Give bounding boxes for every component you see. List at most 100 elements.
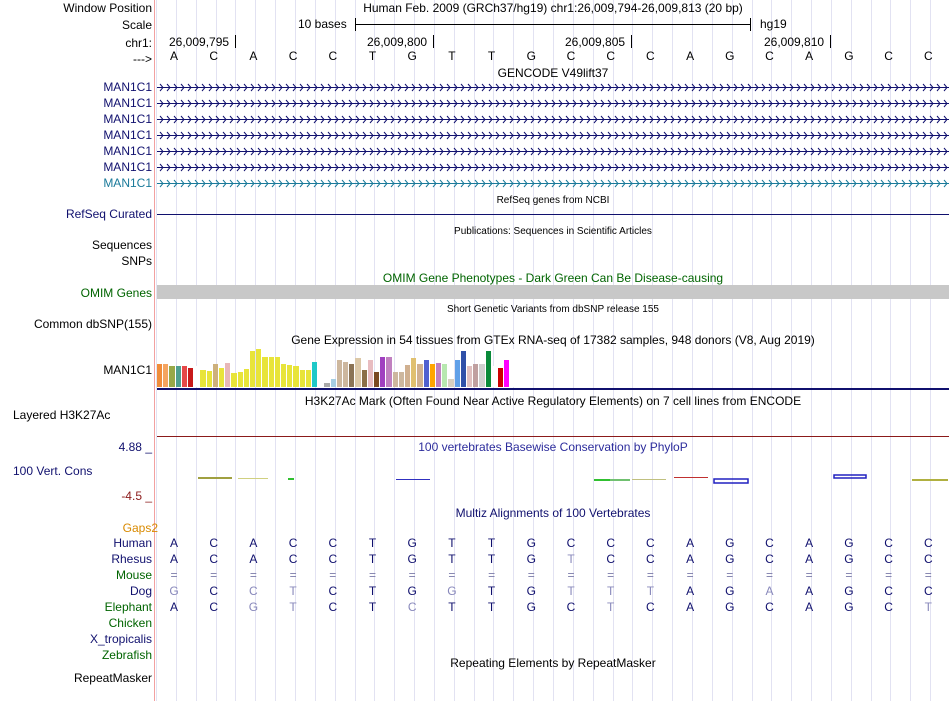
- gtex-tissue-bar[interactable]: [349, 364, 355, 387]
- gtex-tissue-bar[interactable]: [157, 364, 163, 387]
- gtex-tissue-bar[interactable]: [398, 372, 404, 387]
- repeatmasker-label[interactable]: RepeatMasker: [73, 671, 152, 685]
- gtex-tissue-bar[interactable]: [467, 366, 473, 387]
- gtex-tissue-bar[interactable]: [386, 357, 392, 387]
- h3k27ac-signal-line[interactable]: [157, 436, 949, 437]
- gtex-tissue-bar[interactable]: [188, 368, 194, 387]
- gtex-tissue-bar[interactable]: [504, 360, 510, 387]
- gtex-tissue-bar[interactable]: [460, 351, 466, 387]
- chrom-label[interactable]: chr1:: [125, 36, 152, 50]
- gencode-transcript[interactable]: [157, 147, 949, 156]
- h3k27ac-label[interactable]: Layered H3K27Ac: [13, 408, 111, 422]
- strand-label[interactable]: --->: [133, 52, 152, 66]
- gtex-tissue-bar[interactable]: [299, 370, 305, 387]
- gtex-tissue-bar[interactable]: [243, 369, 249, 387]
- gtex-tissue-bar[interactable]: [374, 372, 380, 387]
- gencode-transcript[interactable]: [157, 163, 949, 172]
- dbsnp-label[interactable]: Common dbSNP(155): [33, 317, 152, 331]
- gtex-tissue-bar[interactable]: [442, 364, 448, 387]
- gtex-tissue-bar[interactable]: [405, 365, 411, 387]
- gtex-tissue-bar[interactable]: [312, 362, 318, 387]
- gtex-tissue-bar[interactable]: [250, 351, 256, 387]
- gtex-tissue-bar[interactable]: [324, 383, 330, 387]
- gencode-transcript[interactable]: [157, 83, 949, 92]
- species-label-chicken[interactable]: Chicken: [108, 616, 152, 630]
- gtex-label[interactable]: MAN1C1: [103, 363, 152, 377]
- snps-label[interactable]: SNPs: [121, 254, 152, 268]
- species-label-elephant[interactable]: Elephant: [104, 600, 152, 614]
- gtex-tissue-bar[interactable]: [343, 362, 349, 387]
- refseq-gene-line[interactable]: [157, 214, 949, 215]
- gtex-tissue-bar[interactable]: [262, 357, 268, 387]
- gtex-tissue-bar[interactable]: [367, 360, 373, 387]
- gtex-tissue-bar[interactable]: [281, 364, 287, 387]
- gtex-tissue-bar[interactable]: [336, 360, 342, 387]
- gtex-tissue-bar[interactable]: [330, 379, 336, 387]
- gaps-label[interactable]: Gaps2: [122, 521, 158, 535]
- gtex-tissue-bar[interactable]: [491, 366, 497, 387]
- gtex-tissue-bar[interactable]: [194, 366, 200, 387]
- species-label-x_tropicalis[interactable]: X_tropicalis: [89, 632, 152, 646]
- gencode-gene-label[interactable]: MAN1C1: [103, 112, 152, 126]
- gtex-tissue-bar[interactable]: [237, 372, 243, 387]
- conservation-label[interactable]: 100 Vert. Cons: [13, 464, 93, 478]
- gtex-tissue-bar[interactable]: [498, 368, 504, 387]
- gencode-transcript[interactable]: [157, 99, 949, 108]
- gtex-tissue-bar[interactable]: [436, 363, 442, 387]
- gtex-tissue-bar[interactable]: [417, 364, 423, 387]
- gtex-tissue-bar[interactable]: [268, 357, 274, 387]
- gtex-tissue-bar[interactable]: [361, 370, 367, 387]
- gencode-gene-label[interactable]: MAN1C1: [103, 160, 152, 174]
- window-position-label[interactable]: Window Position: [63, 1, 152, 15]
- gtex-tissue-bar[interactable]: [380, 357, 386, 387]
- gtex-tissue-bar[interactable]: [212, 364, 218, 387]
- gtex-tissue-bar[interactable]: [485, 351, 491, 387]
- gtex-tissue-bar[interactable]: [181, 366, 187, 387]
- gtex-tissue-bar[interactable]: [256, 349, 262, 387]
- gtex-tissue-bar[interactable]: [479, 364, 485, 387]
- species-label-mouse[interactable]: Mouse: [115, 568, 152, 582]
- gencode-gene-label[interactable]: MAN1C1: [103, 128, 152, 142]
- species-label-dog[interactable]: Dog: [129, 584, 152, 598]
- gencode-gene-label[interactable]: MAN1C1: [103, 144, 152, 158]
- gtex-tissue-bar[interactable]: [163, 364, 169, 387]
- gtex-tissue-bar[interactable]: [392, 372, 398, 387]
- gtex-tissue-bar[interactable]: [225, 363, 231, 387]
- conservation-plot[interactable]: [156, 470, 950, 490]
- gtex-tissue-bar[interactable]: [169, 366, 175, 387]
- gtex-tissue-bar[interactable]: [318, 381, 324, 387]
- label-divider[interactable]: [154, 0, 155, 701]
- gencode-gene-label[interactable]: MAN1C1: [103, 96, 152, 110]
- gtex-tissue-bar[interactable]: [473, 364, 479, 387]
- gtex-tissue-bar[interactable]: [411, 358, 417, 387]
- gtex-tissue-bar[interactable]: [510, 349, 516, 387]
- omim-label[interactable]: OMIM Genes: [80, 286, 152, 300]
- gencode-transcript[interactable]: [157, 115, 949, 124]
- gtex-tissue-bar[interactable]: [305, 370, 311, 387]
- gtex-tissue-bar[interactable]: [200, 370, 206, 387]
- omim-gene-bar[interactable]: [157, 285, 949, 299]
- gencode-gene-label[interactable]: MAN1C1: [103, 176, 152, 190]
- gtex-tissue-bar[interactable]: [206, 371, 212, 387]
- gtex-tissue-bar[interactable]: [448, 379, 454, 387]
- gtex-tissue-bar[interactable]: [423, 360, 429, 387]
- gtex-tissue-bar[interactable]: [454, 360, 460, 387]
- gtex-tissue-bar[interactable]: [355, 358, 361, 387]
- species-label-rhesus[interactable]: Rhesus: [111, 552, 152, 566]
- gtex-tissue-bar[interactable]: [219, 368, 225, 387]
- gtex-tissue-bar[interactable]: [516, 358, 522, 387]
- gtex-tissue-bar[interactable]: [522, 381, 528, 387]
- gtex-tissue-bar[interactable]: [231, 373, 237, 387]
- gtex-tissue-bar[interactable]: [175, 366, 181, 387]
- species-label-zebrafish[interactable]: Zebrafish: [101, 648, 152, 662]
- gtex-tissue-bar[interactable]: [274, 357, 280, 387]
- gtex-tissue-bar[interactable]: [429, 364, 435, 387]
- gencode-transcript[interactable]: [157, 131, 949, 140]
- species-label-human[interactable]: Human: [113, 536, 152, 550]
- sequences-label[interactable]: Sequences: [91, 238, 152, 252]
- gencode-gene-label[interactable]: MAN1C1: [103, 80, 152, 94]
- gtex-tissue-bar[interactable]: [287, 365, 293, 387]
- scale-label[interactable]: Scale: [121, 18, 152, 32]
- gtex-tissue-bar[interactable]: [293, 366, 299, 387]
